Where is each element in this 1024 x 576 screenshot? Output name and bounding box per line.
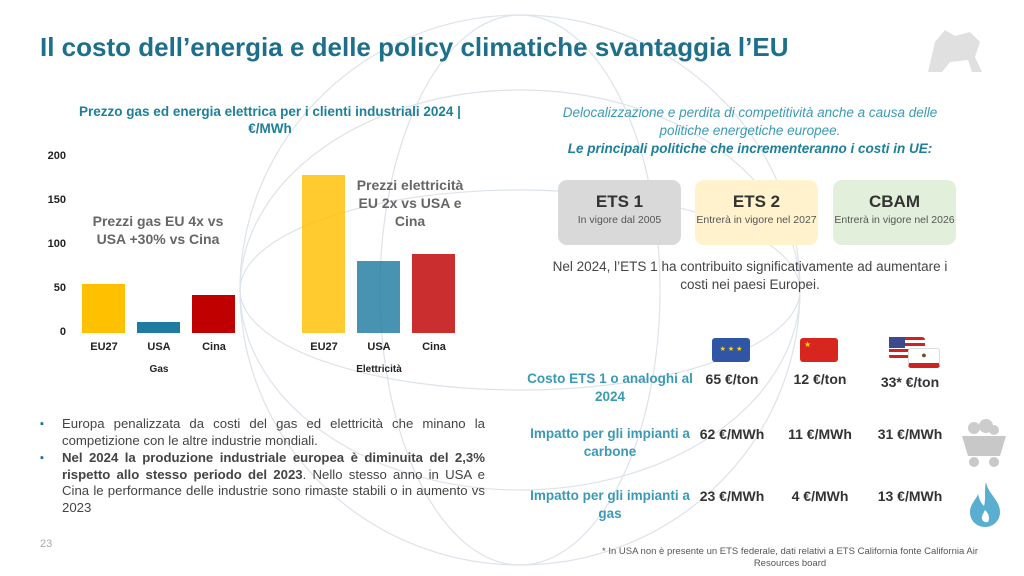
- bar-elettricità-cina: [412, 253, 455, 333]
- bar-gas-usa: [137, 321, 180, 333]
- y-tick-label: 150: [47, 194, 66, 206]
- value-cell: 13 €/MWh: [877, 488, 943, 504]
- bar-elettricità-usa: [357, 260, 400, 333]
- bar-gas-cina: [192, 295, 235, 333]
- policy-status: Entrerà in vigore nel 2026: [834, 214, 955, 226]
- bullet-1: Europa penalizzata da costi del gas ed e…: [40, 416, 485, 449]
- eu-flag-icon: ★ ★ ★: [712, 338, 750, 362]
- policy-name: ETS 1: [595, 192, 644, 211]
- bullet-1-text: Europa penalizzata da costi del gas ed e…: [62, 416, 485, 448]
- ets-note: Nel 2024, l’ETS 1 ha contribuito signifi…: [552, 259, 948, 292]
- row-label: Impatto per gli impianti a gas: [530, 488, 690, 521]
- footnote: * In USA non è presente un ETS federale,…: [602, 546, 978, 569]
- policy-status: In vigore dal 2005: [577, 214, 662, 226]
- value-cell: 11 €/MWh: [788, 426, 852, 442]
- value-cell: 4 €/MWh: [791, 488, 849, 504]
- intro-text: Delocalizzazione e perdita di competitiv…: [562, 105, 938, 138]
- value-cell: 65 €/ton: [705, 371, 759, 387]
- policy-card-ets-2: ETS 2 Entrerà in vigore nel 2027: [695, 180, 818, 245]
- y-tick-label: 0: [59, 326, 66, 338]
- value-cell: 12 €/ton: [793, 371, 847, 387]
- page-title: Il costo dell’energia e delle policy cli…: [40, 32, 789, 62]
- group-label: Gas: [149, 364, 169, 375]
- bar-gas-eu27: [82, 283, 125, 333]
- category-label: USA: [147, 341, 171, 353]
- y-tick-label: 100: [47, 238, 66, 250]
- eni-dog-logo: [928, 30, 982, 72]
- category-label: Cina: [202, 341, 226, 353]
- policy-name: CBAM: [869, 192, 920, 211]
- china-flag-icon: ★: [800, 338, 838, 362]
- category-label: USA: [367, 341, 391, 353]
- intro-bold-text: Le principali politiche che incrementera…: [567, 141, 933, 156]
- coal-cart-icon: [962, 419, 1006, 467]
- value-cell: 33* €/ton: [880, 374, 940, 390]
- bullet-2-bold: Nel 2024 la produzione industriale europ…: [62, 450, 485, 482]
- bar-elettricità-eu27: [302, 174, 345, 333]
- category-label: EU27: [90, 341, 118, 353]
- page-number: 23: [40, 538, 53, 550]
- chart-title: Prezzo gas ed energia elettrica per i cl…: [79, 104, 461, 136]
- group-label: Elettricità: [356, 364, 402, 375]
- policy-status: Entrerà in vigore nel 2027: [696, 214, 817, 226]
- gas-flame-icon: [970, 482, 1000, 527]
- y-tick-label: 50: [53, 282, 66, 294]
- category-label: Cina: [422, 341, 446, 353]
- value-cell: 62 €/MWh: [699, 426, 765, 442]
- bullet-2-text: . Nello stesso anno in USA e Cina le per…: [62, 466, 485, 515]
- bullet-2: Nel 2024 la produzione industriale europ…: [40, 450, 485, 516]
- row-label: Impatto per gli impianti a carbone: [530, 426, 690, 459]
- annotation-gas: Prezzi gas EU 4x vs USA +30% vs Cina: [92, 213, 224, 247]
- annotation-electricity: Prezzi elettricità EU 2x vs USA e Cina: [356, 177, 464, 229]
- policy-name: ETS 2: [732, 192, 781, 211]
- policy-card-ets-1: ETS 1 In vigore dal 2005: [558, 180, 681, 245]
- policy-card-cbam: CBAM Entrerà in vigore nel 2026: [833, 180, 956, 245]
- value-cell: 23 €/MWh: [699, 488, 765, 504]
- california-flag-icon: ●: [908, 348, 940, 368]
- category-label: EU27: [310, 341, 338, 353]
- y-tick-label: 200: [47, 150, 66, 162]
- value-cell: 31 €/MWh: [877, 426, 943, 442]
- row-label: Costo ETS 1 o analoghi al 2024: [527, 371, 693, 404]
